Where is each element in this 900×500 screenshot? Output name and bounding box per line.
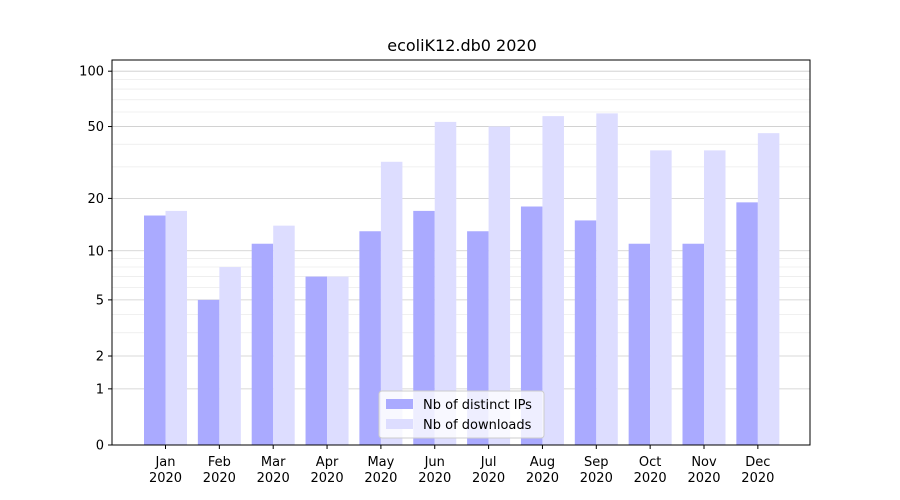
y-tick-label: 10: [87, 244, 104, 259]
x-tick-label-month: Dec: [745, 455, 770, 470]
x-tick-label-month: Apr: [316, 455, 339, 470]
x-tick-label-month: May: [367, 455, 394, 470]
y-tick-label: 2: [96, 350, 104, 365]
y-tick-label: 100: [79, 65, 104, 80]
x-tick-label-year: 2020: [149, 471, 182, 486]
legend-label: Nb of distinct IPs: [423, 398, 532, 413]
bar-distinct-ips: [574, 220, 597, 445]
x-tick-label-year: 2020: [203, 471, 236, 486]
legend-box: [378, 390, 545, 439]
bar-downloads: [596, 113, 618, 446]
y-tick-label: 0: [96, 439, 104, 454]
bar-downloads: [273, 225, 295, 445]
y-tick-label: 50: [87, 120, 104, 135]
x-tick-label-year: 2020: [526, 471, 559, 486]
bar-distinct-ips: [682, 243, 704, 445]
x-tick-label-month: Aug: [530, 455, 555, 470]
x-tick-label-year: 2020: [472, 471, 505, 486]
bar-distinct-ips: [251, 243, 274, 445]
bar-distinct-ips: [736, 202, 758, 445]
bar-distinct-ips: [305, 276, 328, 445]
y-tick-label: 5: [96, 293, 104, 308]
bar-downloads: [219, 267, 241, 445]
legend: Nb of distinct IPs Nb of downloads: [378, 390, 545, 439]
x-tick-label-year: 2020: [741, 471, 774, 486]
x-tick-label-year: 2020: [311, 471, 344, 486]
bar-distinct-ips: [197, 299, 220, 445]
x-tick-label-year: 2020: [257, 471, 290, 486]
bar-distinct-ips: [520, 206, 543, 445]
legend-label: Nb of downloads: [423, 418, 532, 433]
legend-swatch: [386, 399, 413, 409]
x-tick-label-month: Feb: [208, 455, 231, 470]
bar-downloads: [488, 126, 511, 446]
bars: [144, 113, 780, 446]
bar-downloads: [542, 116, 564, 446]
x-axis: Jan2020Feb2020Mar2020Apr2020May2020Jun20…: [149, 445, 774, 486]
plot-frame: [111, 59, 811, 446]
x-tick-label-month: Sep: [584, 455, 609, 470]
x-tick-label-year: 2020: [580, 471, 613, 486]
x-tick-label-month: Jul: [480, 455, 497, 470]
bar-downloads: [704, 150, 726, 445]
x-tick-label-year: 2020: [364, 471, 397, 486]
chart-title: ecoliK12.db0 2020: [387, 36, 537, 55]
y-tick-label: 1: [96, 382, 104, 397]
legend-swatch: [386, 419, 413, 429]
bar-downloads: [327, 276, 349, 445]
x-tick-label-month: Nov: [691, 455, 717, 470]
bar-distinct-ips: [628, 243, 651, 445]
bar-distinct-ips: [359, 231, 381, 445]
x-tick-label-year: 2020: [687, 471, 720, 486]
bar-downloads: [650, 150, 672, 445]
x-tick-label-year: 2020: [418, 471, 451, 486]
bar-downloads: [380, 161, 403, 445]
bar-downloads: [757, 133, 780, 445]
x-tick-label-month: Oct: [639, 455, 661, 470]
bar-downloads: [165, 210, 187, 445]
x-tick-label-month: Jun: [424, 455, 445, 470]
x-tick-label-year: 2020: [634, 471, 667, 486]
y-tick-label: 20: [87, 192, 104, 207]
bar-downloads: [434, 121, 457, 445]
y-axis: 0 1 2 5 10 20 50 100: [79, 65, 112, 454]
bar-distinct-ips: [144, 215, 166, 445]
x-tick-label-month: Jan: [154, 455, 175, 470]
bar-distinct-ips: [413, 210, 435, 445]
x-tick-label-month: Mar: [261, 455, 286, 470]
